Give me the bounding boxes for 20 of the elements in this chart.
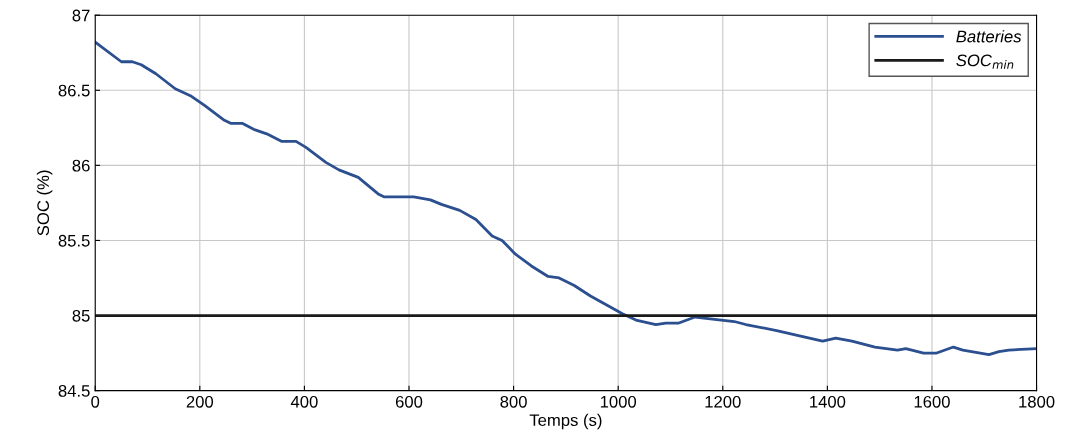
x-tick-label: 600 <box>395 395 423 408</box>
x-tick-label: 1800 <box>1019 395 1055 408</box>
y-tick-label: 86 <box>72 159 90 172</box>
legend-label: Batteries <box>956 30 1022 43</box>
y-tick-label: 87 <box>72 9 90 22</box>
x-tick-label: 0 <box>91 395 100 408</box>
x-tick-label: 1600 <box>914 395 950 408</box>
y-tick-label: 85.5 <box>58 234 90 247</box>
x-tick-label: 1000 <box>600 395 637 408</box>
x-tick-label: 200 <box>186 395 214 408</box>
x-tick-label: 1400 <box>810 395 846 408</box>
legend-label: SOC$_{min}$ <box>956 54 1014 69</box>
y-tick-label: 86.5 <box>58 84 90 97</box>
x-tick-label: 400 <box>290 395 318 408</box>
x-tick-label: 1200 <box>705 395 741 408</box>
x-tick-label: 800 <box>500 395 527 408</box>
y-tick-label: 85 <box>72 309 90 322</box>
x-axis-title: Temps (s) <box>529 413 602 430</box>
y-axis-title: SOC (%) <box>36 170 53 236</box>
y-tick-label: 84.5 <box>58 385 90 397</box>
